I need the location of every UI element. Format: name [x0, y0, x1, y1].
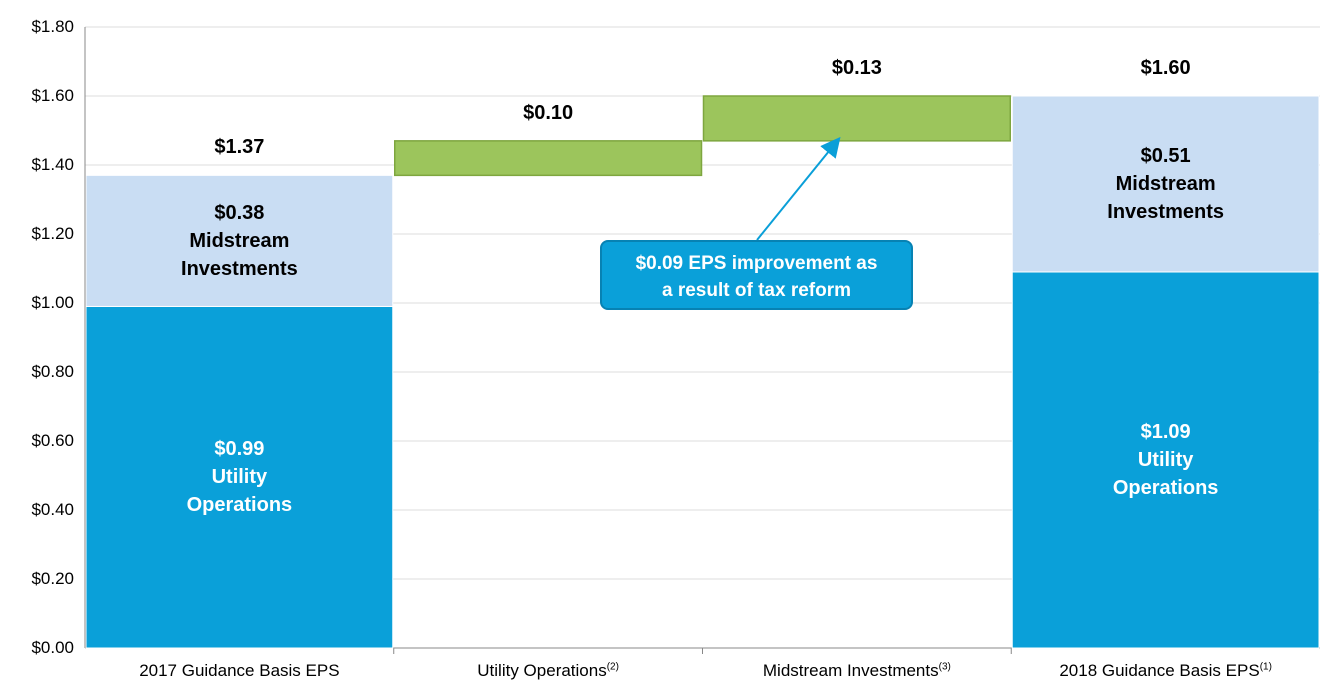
bar-segment — [702, 95, 1011, 142]
segment-name: Utility Operations — [186, 466, 293, 517]
category-note: (1) — [1259, 661, 1272, 673]
category-name: 2018 Guidance Basis EPS — [1059, 661, 1260, 680]
category-name: 2017 Guidance Basis EPS — [139, 661, 340, 680]
value-label: $0.10 — [523, 101, 574, 124]
total-label: $1.60 — [1140, 57, 1191, 79]
y-tick-label: $1.60 — [31, 86, 74, 105]
total-label: $1.37 — [214, 136, 265, 159]
category-note: (2) — [606, 661, 619, 673]
category-name: Utility Operations — [477, 661, 607, 680]
y-tick-label: $0.60 — [31, 431, 74, 450]
bar-segment — [1011, 271, 1320, 649]
y-tick-label: $0.40 — [31, 500, 74, 519]
category-note: (3) — [938, 661, 951, 673]
segment-name: Utility Operations — [1112, 448, 1219, 499]
value-label: $0.13 — [831, 57, 882, 79]
category-name: Midstream Investments — [762, 661, 939, 680]
y-tick-label: $1.40 — [31, 155, 74, 174]
x-tick-label: 2017 Guidance Basis EPS — [85, 661, 394, 681]
segment-label: $0.38 Midstream Investments — [139, 199, 339, 283]
bar-segment — [1011, 95, 1320, 273]
segment-name: Midstream Investments — [1107, 172, 1224, 223]
y-tick-label: $0.00 — [31, 638, 74, 657]
segment-label: $0.51 Midstream Investments — [1066, 142, 1266, 226]
segment-value-label: $0.51 — [1140, 144, 1191, 167]
segment-label: $0.99 Utility Operations — [139, 435, 339, 519]
segment-value-label: $0.99 — [214, 438, 265, 461]
segment-value-label: $0.38 — [214, 201, 265, 224]
annotation: $0.09 EPS improvement as a result of tax… — [600, 240, 913, 310]
x-tick-label: Utility Operations(2) — [394, 661, 703, 681]
bar-segment — [85, 174, 394, 307]
y-tick-label: $0.20 — [31, 569, 74, 588]
segment-name: Midstream Investments — [181, 229, 298, 280]
bar-segment — [394, 140, 703, 177]
y-tick-label: $1.80 — [31, 17, 74, 36]
segment-value-label: $1.09 — [1140, 420, 1191, 443]
y-tick-label: $1.20 — [31, 224, 74, 243]
y-tick-label: $1.00 — [31, 293, 74, 312]
x-tick-label: Midstream Investments(3) — [703, 661, 1012, 681]
x-tick-label: 2018 Guidance Basis EPS(1) — [1011, 661, 1320, 681]
y-tick-label: $0.80 — [31, 362, 74, 381]
segment-label: $1.09 Utility Operations — [1066, 418, 1266, 502]
bar-segment — [85, 305, 394, 649]
